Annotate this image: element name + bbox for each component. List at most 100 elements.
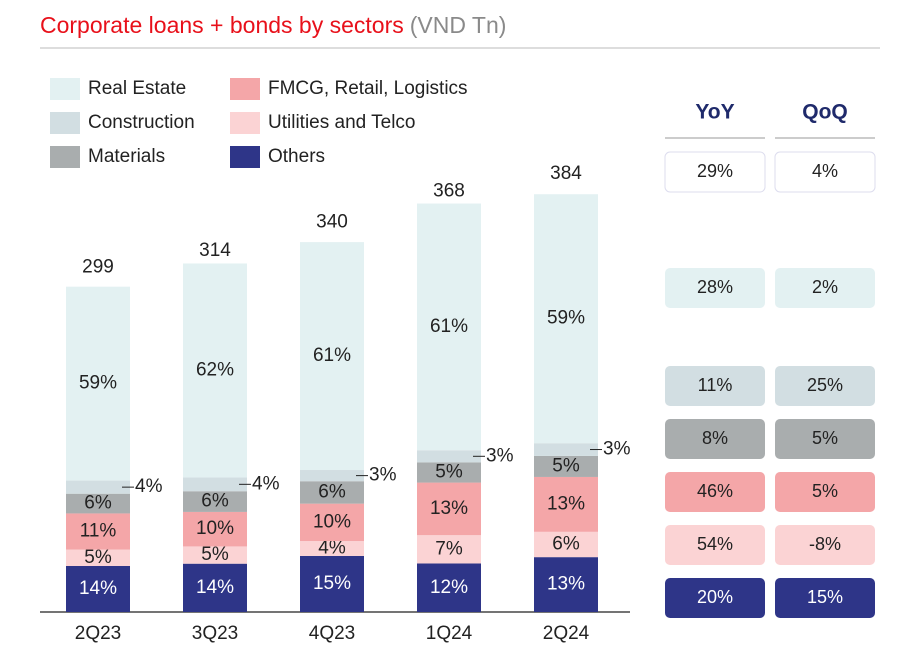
x-tick-label: 2Q24 bbox=[543, 623, 590, 644]
legend-label: FMCG, Retail, Logistics bbox=[268, 78, 468, 99]
bar-segment bbox=[534, 194, 598, 444]
bar-segment bbox=[66, 480, 130, 494]
table-cell bbox=[665, 268, 765, 308]
data-label: 5% bbox=[201, 544, 229, 565]
bar-segment bbox=[534, 557, 598, 612]
bar-segment bbox=[183, 477, 247, 492]
table-cell bbox=[665, 578, 765, 618]
legend-swatch bbox=[50, 112, 80, 134]
data-label: 3% bbox=[486, 445, 514, 466]
table-value: 5% bbox=[812, 481, 838, 501]
table-cell bbox=[775, 578, 875, 618]
table-cell bbox=[665, 419, 765, 459]
table-value: 15% bbox=[807, 587, 843, 607]
table-cell bbox=[775, 525, 875, 565]
table-value: -8% bbox=[809, 534, 841, 554]
bar-segment bbox=[300, 503, 364, 542]
total-label: 299 bbox=[82, 256, 114, 277]
legend-label: Others bbox=[268, 146, 325, 167]
data-label: 11% bbox=[80, 521, 117, 542]
table-cell bbox=[775, 472, 875, 512]
data-label: 13% bbox=[547, 493, 585, 514]
bar-segment bbox=[417, 203, 481, 451]
table-value: 20% bbox=[697, 587, 733, 607]
legend-swatch bbox=[50, 146, 80, 168]
x-tick-label: 3Q23 bbox=[192, 623, 238, 644]
total-label: 340 bbox=[316, 211, 348, 232]
data-label: 15% bbox=[313, 573, 351, 594]
table-value: 25% bbox=[807, 375, 843, 395]
bar-segment bbox=[417, 450, 481, 463]
data-label: 12% bbox=[430, 577, 468, 598]
x-tick-label: 4Q23 bbox=[309, 623, 355, 644]
table-value: 4% bbox=[812, 161, 838, 181]
chart-title: Corporate loans + bonds by sectors (VND T… bbox=[40, 12, 506, 38]
data-label: 4% bbox=[252, 473, 280, 494]
legend-swatch bbox=[230, 78, 260, 100]
data-label: 62% bbox=[196, 359, 234, 380]
data-label: 10% bbox=[313, 511, 351, 532]
data-label: 14% bbox=[196, 577, 234, 598]
table-value: 11% bbox=[698, 375, 733, 395]
table-value: 28% bbox=[697, 277, 733, 297]
bar-segment bbox=[534, 455, 598, 477]
x-tick-label: 1Q24 bbox=[426, 623, 473, 644]
data-label: 3% bbox=[603, 439, 631, 460]
legend-label: Materials bbox=[88, 146, 165, 167]
data-label: 6% bbox=[84, 493, 112, 514]
x-tick-label: 2Q23 bbox=[75, 623, 121, 644]
table-cell bbox=[665, 472, 765, 512]
table-header: YoY bbox=[695, 101, 734, 124]
bar-segment bbox=[183, 491, 247, 512]
legend-swatch bbox=[50, 78, 80, 100]
bar-segment bbox=[66, 493, 130, 514]
bar-segment bbox=[417, 535, 481, 564]
table-value: 8% bbox=[702, 428, 728, 448]
bar-segment bbox=[300, 555, 364, 612]
data-label: 5% bbox=[435, 461, 463, 482]
data-label: 4% bbox=[318, 537, 346, 558]
bar-segment bbox=[534, 443, 598, 456]
data-label: 59% bbox=[79, 373, 117, 394]
data-label: 5% bbox=[84, 547, 112, 568]
data-label: 6% bbox=[318, 481, 346, 502]
data-label: 59% bbox=[547, 308, 585, 329]
table-header: QoQ bbox=[802, 101, 848, 124]
data-label: 61% bbox=[430, 316, 468, 337]
data-label: 10% bbox=[196, 518, 234, 539]
bar-segment bbox=[534, 476, 598, 532]
legend-label: Utilities and Telco bbox=[268, 112, 416, 133]
table-value: 29% bbox=[697, 161, 733, 181]
table-cell bbox=[775, 419, 875, 459]
table-value: 2% bbox=[812, 277, 838, 297]
table-cell bbox=[775, 366, 875, 406]
total-label: 384 bbox=[550, 163, 582, 184]
bar-segment bbox=[417, 482, 481, 536]
bar-segment bbox=[300, 470, 364, 482]
table-value: 5% bbox=[812, 428, 838, 448]
bar-segment bbox=[417, 563, 481, 612]
legend-label: Real Estate bbox=[88, 78, 186, 99]
data-label: 6% bbox=[552, 533, 580, 554]
data-label: 14% bbox=[79, 578, 117, 599]
legend-swatch bbox=[230, 112, 260, 134]
table-value: 54% bbox=[697, 534, 733, 554]
bar-segment bbox=[66, 565, 130, 612]
data-label: 13% bbox=[430, 498, 468, 519]
bar-segment bbox=[534, 531, 598, 558]
bar-segment bbox=[417, 462, 481, 483]
bar-segment bbox=[300, 541, 364, 556]
table-cell bbox=[775, 268, 875, 308]
bar-segment bbox=[183, 546, 247, 564]
data-label: 4% bbox=[135, 476, 163, 497]
table-value: 46% bbox=[697, 481, 733, 501]
data-label: 7% bbox=[435, 538, 463, 559]
title-main: Corporate loans + bonds by sectors bbox=[40, 12, 404, 38]
data-label: 13% bbox=[547, 574, 585, 595]
data-label: 61% bbox=[313, 345, 351, 366]
bar-segment bbox=[183, 563, 247, 612]
table-cell bbox=[665, 366, 765, 406]
title-unit: (VND Tn) bbox=[410, 12, 507, 38]
total-label: 368 bbox=[433, 181, 465, 202]
